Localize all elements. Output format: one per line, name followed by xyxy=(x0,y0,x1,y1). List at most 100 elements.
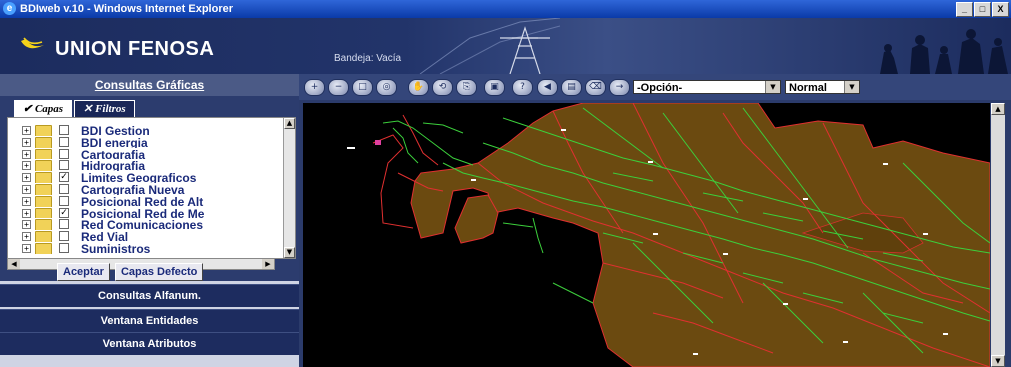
minimize-button[interactable]: _ xyxy=(956,2,973,17)
menu-ventana-atributos[interactable]: Ventana Atributos xyxy=(0,332,299,355)
option-select[interactable]: -Opción- ▼ xyxy=(633,80,781,94)
scroll-down-icon[interactable]: ▼ xyxy=(284,247,295,258)
previous-view-icon[interactable]: ⟲ xyxy=(432,79,453,96)
layer-item[interactable]: + Hidrografia xyxy=(8,159,283,172)
layer-label: Hidrografia xyxy=(81,159,146,172)
scroll-left-icon[interactable]: ◀ xyxy=(8,259,20,269)
layer-checkbox[interactable] xyxy=(59,219,69,230)
layer-checkbox[interactable] xyxy=(59,136,69,147)
mode-select[interactable]: Normal ▼ xyxy=(785,80,860,94)
title-bar: e BDIweb v.10 - Windows Internet Explore… xyxy=(0,0,1011,18)
scroll-right-icon[interactable]: ▶ xyxy=(262,259,274,269)
graphic-queries-link[interactable]: Consultas Gráficas xyxy=(94,78,205,92)
close-button[interactable]: X xyxy=(992,2,1009,17)
menu-ventana-entidades[interactable]: Ventana Entidades xyxy=(0,309,299,332)
tab-filtros[interactable]: ✕ Filtros xyxy=(74,100,135,117)
map-drawing xyxy=(347,103,990,367)
expand-icon[interactable]: + xyxy=(22,137,31,147)
territory-areas xyxy=(410,103,990,367)
tray-status: Bandeja: Vacía xyxy=(334,53,402,64)
layer-checkbox[interactable] xyxy=(59,195,69,206)
pan-icon[interactable]: ✋ xyxy=(408,79,429,96)
full-extent-icon[interactable]: ◎ xyxy=(376,79,397,96)
brand-logo-icon xyxy=(21,37,44,49)
layer-checkbox[interactable] xyxy=(59,231,69,242)
save-icon[interactable]: ▤ xyxy=(561,79,582,96)
layer-tree-vscrollbar[interactable]: ▲ ▼ xyxy=(283,118,295,258)
expand-icon[interactable]: + xyxy=(22,126,31,135)
help-icon[interactable]: ? xyxy=(512,79,533,96)
layer-item[interactable]: + Cartografia Nueva xyxy=(8,183,283,195)
default-layers-button[interactable]: Capas Defecto xyxy=(114,263,204,281)
expand-icon[interactable]: + xyxy=(22,232,31,242)
expand-icon[interactable]: + xyxy=(22,208,31,218)
scroll-down-icon[interactable]: ▼ xyxy=(991,355,1005,367)
layer-item[interactable]: + Posicional Red de Alt xyxy=(8,195,283,207)
expand-icon[interactable]: + xyxy=(22,243,31,253)
zoom-window-icon[interactable]: □ xyxy=(352,79,373,96)
layer-label: Limites Geograficos xyxy=(81,171,197,183)
layer-label: BDI energia xyxy=(81,135,148,148)
zoom-out-icon[interactable]: − xyxy=(328,79,349,96)
accept-button[interactable]: Aceptar xyxy=(57,263,110,281)
app-header: UNION FENOSA Bandeja: Vacía xyxy=(0,18,1011,74)
back-icon[interactable]: ◀ xyxy=(537,79,558,96)
header-decoration xyxy=(0,18,1011,74)
folder-icon xyxy=(35,183,52,195)
print-icon[interactable]: ▣ xyxy=(484,79,505,96)
layer-item[interactable]: + Red Comunicaciones xyxy=(8,218,283,231)
layer-label: Suministros xyxy=(81,241,151,254)
x-icon: ✕ xyxy=(83,103,96,115)
layer-item[interactable]: + BDI energia xyxy=(8,136,283,148)
chevron-down-icon[interactable]: ▼ xyxy=(765,81,780,93)
expand-icon[interactable]: + xyxy=(22,220,31,230)
expand-icon[interactable]: + xyxy=(22,184,31,194)
folder-icon xyxy=(35,148,52,160)
folder-icon xyxy=(35,172,52,183)
map-toolbar: + − □ ◎ ✋ ⟲ ⎘ ▣ ? ◀ ▤ ⌫ → -Opción- ▼ Nor… xyxy=(299,74,1011,100)
expand-icon[interactable]: + xyxy=(22,161,31,171)
layer-tree: + BDI Gestion + BDI energia + Cartografia + Hid… xyxy=(7,117,296,259)
ie-logo-icon: e xyxy=(3,2,16,15)
layer-item[interactable]: + Suministros xyxy=(8,242,283,254)
scroll-up-icon[interactable]: ▲ xyxy=(284,118,295,129)
window-controls: _ □ X xyxy=(956,2,1009,17)
folder-icon xyxy=(35,219,52,231)
layer-checkbox[interactable] xyxy=(59,183,69,194)
zoom-in-icon[interactable]: + xyxy=(304,79,325,96)
layer-item[interactable]: + Cartografia xyxy=(8,148,283,160)
expand-icon[interactable]: + xyxy=(22,196,31,206)
expand-icon[interactable]: + xyxy=(22,149,31,159)
graphic-queries-header xyxy=(0,74,299,96)
menu-consultas-alfanum[interactable]: Consultas Alfanum. xyxy=(0,284,299,307)
layer-checkbox[interactable] xyxy=(59,160,69,171)
copy-icon[interactable]: ⎘ xyxy=(456,79,477,96)
scroll-up-icon[interactable]: ▲ xyxy=(991,103,1005,115)
window-title: BDIweb v.10 - Windows Internet Explorer xyxy=(20,3,234,15)
layer-checkbox[interactable] xyxy=(59,242,69,253)
map-canvas[interactable] xyxy=(303,103,990,367)
layer-item[interactable]: + ✓ Posicional Red de Me xyxy=(8,207,283,219)
tab-capas[interactable]: ✔ Capas xyxy=(14,100,73,117)
layer-checkbox[interactable] xyxy=(59,148,69,159)
layer-label: Posicional Red de Alt xyxy=(81,194,204,207)
layer-checkbox[interactable]: ✓ xyxy=(59,172,69,183)
go-icon[interactable]: → xyxy=(609,79,630,96)
layer-item[interactable]: + BDI Gestion xyxy=(8,124,283,136)
layer-item[interactable]: + ✓ Limites Geograficos xyxy=(8,171,283,183)
folder-icon xyxy=(35,125,52,136)
layer-checkbox[interactable]: ✓ xyxy=(59,207,69,218)
layer-checkbox[interactable] xyxy=(59,125,69,135)
folder-icon xyxy=(35,195,52,207)
map-vscrollbar[interactable]: ▲ ▼ xyxy=(991,103,1005,367)
maximize-button[interactable]: □ xyxy=(974,2,991,17)
erase-icon[interactable]: ⌫ xyxy=(585,79,606,96)
chevron-down-icon[interactable]: ▼ xyxy=(844,81,859,93)
map-panel: + − □ ◎ ✋ ⟲ ⎘ ▣ ? ◀ ▤ ⌫ → -Opción- ▼ Nor… xyxy=(299,74,1011,367)
expand-icon[interactable]: + xyxy=(22,173,31,183)
layer-label: BDI Gestion xyxy=(81,124,150,136)
red-boundary-lines xyxy=(372,103,990,367)
folder-icon xyxy=(35,207,52,219)
layer-label: Cartografia Nueva xyxy=(81,182,185,195)
layer-item[interactable]: + Red Vial xyxy=(8,230,283,242)
